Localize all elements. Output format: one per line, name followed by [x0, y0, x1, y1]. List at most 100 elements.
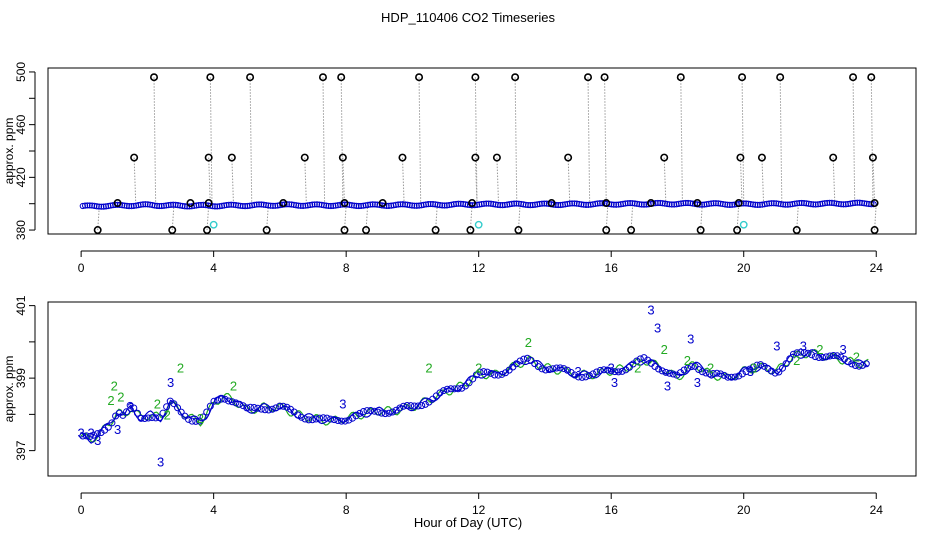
baseline-point: [770, 200, 777, 207]
baseline-point: [235, 202, 242, 209]
spike-point: [776, 73, 785, 82]
baseline-point: [441, 202, 448, 209]
baseline-point: [265, 202, 272, 209]
trend-point: [414, 402, 422, 410]
baseline-point: [726, 201, 733, 209]
baseline-point: [293, 202, 300, 209]
spike-point: [318, 73, 327, 82]
baseline-point: [123, 202, 130, 210]
trend-point: [454, 385, 462, 393]
baseline-point: [610, 201, 617, 208]
trend-point: [436, 389, 444, 397]
trend-point: [407, 402, 415, 410]
baseline-point: [126, 203, 133, 210]
baseline-point: [599, 200, 606, 207]
baseline-point: [499, 202, 506, 209]
baseline-point: [626, 199, 634, 207]
trend-point: [141, 415, 149, 423]
baseline-point: [167, 201, 175, 208]
baseline-point: [151, 202, 158, 209]
baseline-point: [777, 201, 784, 208]
top-plot-frame: [47, 67, 917, 235]
x-axis-label: Hour of Day (UTC): [414, 515, 522, 530]
trend-point: [738, 370, 746, 378]
series-2-marker: 2: [853, 349, 860, 364]
bottom-x-tick-label: 4: [210, 503, 217, 517]
trend-point: [144, 414, 152, 422]
spike-point: [736, 153, 745, 162]
baseline-point: [364, 201, 372, 208]
top-x-tick-label: 8: [343, 261, 350, 275]
trend-point: [727, 373, 735, 381]
baseline-point: [197, 201, 205, 209]
baseline-point: [638, 201, 645, 208]
trend-point: [123, 408, 131, 416]
trend-point: [184, 415, 192, 423]
baseline-point: [791, 200, 798, 207]
trend-point: [443, 385, 451, 393]
trend-point: [232, 399, 240, 407]
series-2-marker: 2: [525, 335, 532, 350]
trend-point: [585, 372, 593, 380]
baseline-point: [678, 200, 685, 207]
trend-point: [687, 363, 695, 371]
trend-point: [155, 414, 163, 422]
top-x-tick-label: 4: [210, 261, 217, 275]
baseline-point: [708, 200, 715, 207]
trend-point: [210, 397, 218, 405]
trend-point: [312, 415, 320, 423]
trend-point: [451, 385, 459, 393]
baseline-point: [812, 201, 819, 208]
baseline-point: [524, 201, 532, 209]
series-3-marker: 3: [87, 426, 94, 441]
trend-point: [319, 414, 327, 422]
baseline-point: [450, 201, 457, 208]
baseline-point: [752, 201, 759, 208]
trend-point: [301, 415, 309, 423]
baseline-point: [849, 200, 856, 207]
trend-point: [257, 405, 265, 413]
baseline-point: [784, 201, 791, 208]
baseline-point: [251, 201, 258, 209]
spike-line: [340, 77, 344, 206]
trend-point: [815, 354, 823, 362]
trend-point: [753, 361, 761, 369]
spike-point: [738, 73, 747, 82]
trend-point: [341, 417, 349, 425]
baseline-point: [297, 202, 304, 209]
trend-point: [246, 403, 254, 411]
spike-line: [249, 77, 253, 206]
baseline-point: [664, 200, 671, 208]
trend-point: [768, 367, 776, 375]
baseline-point: [863, 200, 870, 207]
top-x-tick-label: 16: [605, 261, 619, 275]
trend-point: [735, 372, 743, 380]
trend-point: [724, 373, 732, 381]
trend-point: [195, 417, 203, 425]
trend-point: [775, 368, 783, 376]
trend-point: [410, 402, 418, 410]
trend-point: [560, 365, 568, 373]
spike-point: [584, 73, 593, 82]
baseline-point: [406, 202, 413, 209]
trend-point: [476, 368, 484, 376]
baseline-point: [142, 201, 149, 208]
baseline-point: [163, 202, 170, 209]
trend-point: [811, 353, 819, 361]
baseline-point: [766, 200, 773, 207]
baseline-point: [228, 201, 235, 208]
trend-point: [589, 370, 597, 378]
baseline-point: [624, 200, 631, 207]
baseline-point: [557, 201, 564, 209]
bottom-plot-frame: [47, 301, 917, 477]
bottom-y-axis-label: approx. ppm: [2, 356, 16, 423]
trend-point: [279, 402, 287, 410]
trend-point: [487, 369, 495, 377]
baseline-point: [480, 200, 488, 207]
trend-point: [418, 402, 426, 410]
trend-point: [330, 416, 338, 424]
spike-point: [340, 199, 349, 208]
trend-point: [684, 364, 692, 372]
baseline-point: [571, 200, 578, 207]
baseline-point: [434, 201, 441, 208]
